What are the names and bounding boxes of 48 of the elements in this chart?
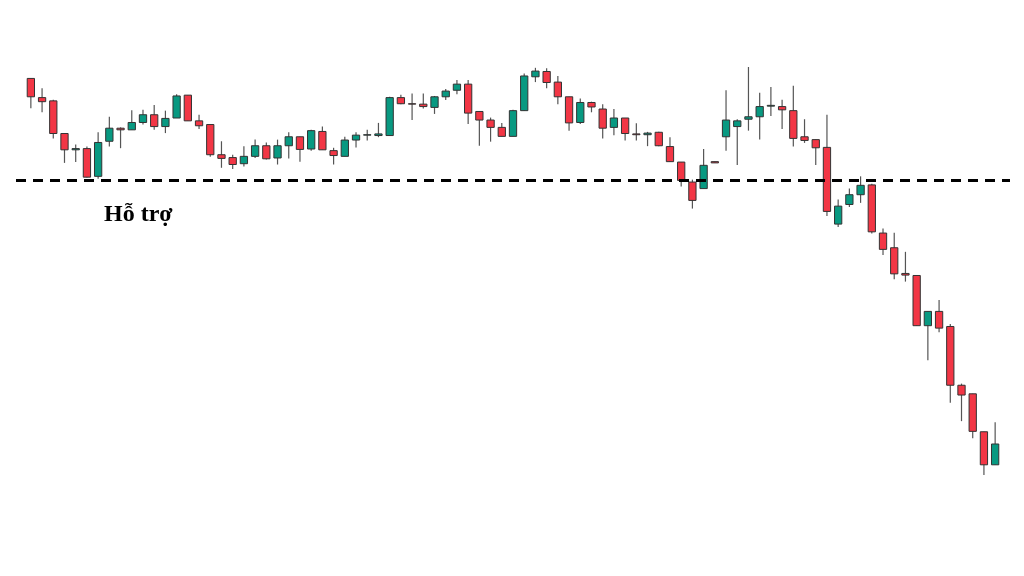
candlestick xyxy=(834,199,843,228)
candlestick xyxy=(721,89,731,152)
candlestick xyxy=(677,161,686,188)
candlestick xyxy=(194,114,204,130)
candlestick xyxy=(991,421,1000,466)
ref-line-label: Hỗ trợ xyxy=(104,200,174,227)
candlestick xyxy=(26,77,35,109)
candlestick xyxy=(553,75,562,105)
candlestick xyxy=(620,117,630,142)
candlestick xyxy=(542,67,551,89)
candlestick xyxy=(856,175,865,204)
candlestick xyxy=(295,136,305,163)
candlestick xyxy=(340,136,349,157)
candlestick xyxy=(744,66,753,132)
candlestick xyxy=(800,118,809,144)
candlestick xyxy=(407,92,417,121)
candlestick xyxy=(318,125,327,151)
candlestick xyxy=(665,136,675,163)
candlestick xyxy=(239,145,249,168)
candlestick xyxy=(475,110,484,147)
candlestick xyxy=(811,139,820,166)
candlestick xyxy=(598,103,607,139)
candlestick xyxy=(576,97,585,125)
candlestick xyxy=(699,148,708,190)
candlestick xyxy=(766,86,776,117)
candlestick xyxy=(923,310,933,361)
candlestick xyxy=(284,131,293,159)
candlestick xyxy=(777,99,787,130)
candlestick xyxy=(60,132,69,164)
candlestick xyxy=(150,104,159,131)
candlestick xyxy=(934,299,944,333)
candlestick xyxy=(273,139,282,166)
candlestick xyxy=(37,87,47,113)
candlestick xyxy=(172,93,181,119)
candlestick xyxy=(957,383,966,422)
candlestick xyxy=(250,139,260,159)
candlestick xyxy=(755,92,764,141)
candlestick xyxy=(217,140,226,169)
candlestick xyxy=(878,227,888,256)
candlestick xyxy=(901,251,910,283)
candlestick xyxy=(105,116,114,148)
candlestick xyxy=(161,110,170,134)
candlestick xyxy=(845,187,854,208)
candlestick xyxy=(609,108,619,136)
candlestick xyxy=(486,116,495,143)
candlestick xyxy=(688,179,697,210)
candlestick xyxy=(127,109,136,131)
candlestick xyxy=(733,118,742,166)
